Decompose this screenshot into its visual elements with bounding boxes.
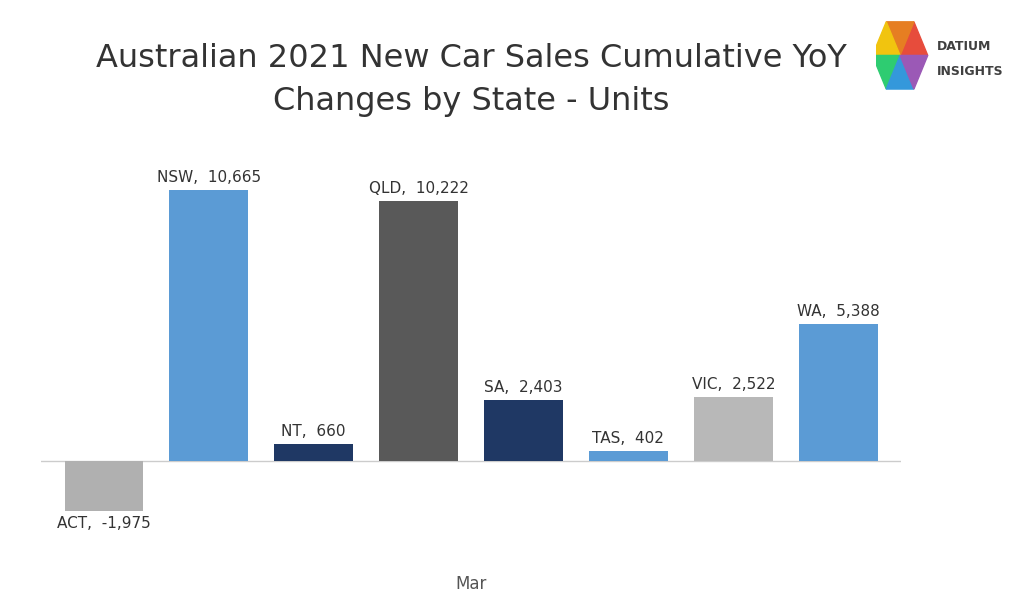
Polygon shape [900, 55, 928, 89]
Text: Mar: Mar [456, 575, 486, 593]
Text: ACT,  -1,975: ACT, -1,975 [57, 516, 151, 530]
Bar [169, 190, 248, 461]
Bar [65, 461, 143, 511]
Text: TAS,  402: TAS, 402 [593, 431, 665, 446]
Text: Australian 2021 New Car Sales Cumulative YoY: Australian 2021 New Car Sales Cumulative… [95, 43, 847, 74]
Text: NT,  660: NT, 660 [282, 424, 346, 439]
Text: NSW,  10,665: NSW, 10,665 [157, 170, 261, 185]
Polygon shape [872, 22, 900, 55]
Text: QLD,  10,222: QLD, 10,222 [369, 182, 469, 197]
Bar [274, 444, 353, 461]
Text: WA,  5,388: WA, 5,388 [797, 304, 880, 319]
Polygon shape [872, 55, 900, 89]
Bar [799, 324, 878, 461]
Polygon shape [887, 22, 914, 55]
Bar [589, 450, 668, 461]
Polygon shape [900, 22, 928, 55]
Bar [694, 397, 773, 461]
Text: DATIUM: DATIUM [937, 40, 991, 53]
Text: VIC,  2,522: VIC, 2,522 [691, 377, 775, 392]
Text: SA,  2,403: SA, 2,403 [484, 380, 563, 395]
Text: Changes by State - Units: Changes by State - Units [272, 86, 670, 117]
Bar [379, 201, 458, 461]
Polygon shape [886, 55, 913, 89]
Text: INSIGHTS: INSIGHTS [937, 65, 1004, 78]
Bar [484, 400, 563, 461]
